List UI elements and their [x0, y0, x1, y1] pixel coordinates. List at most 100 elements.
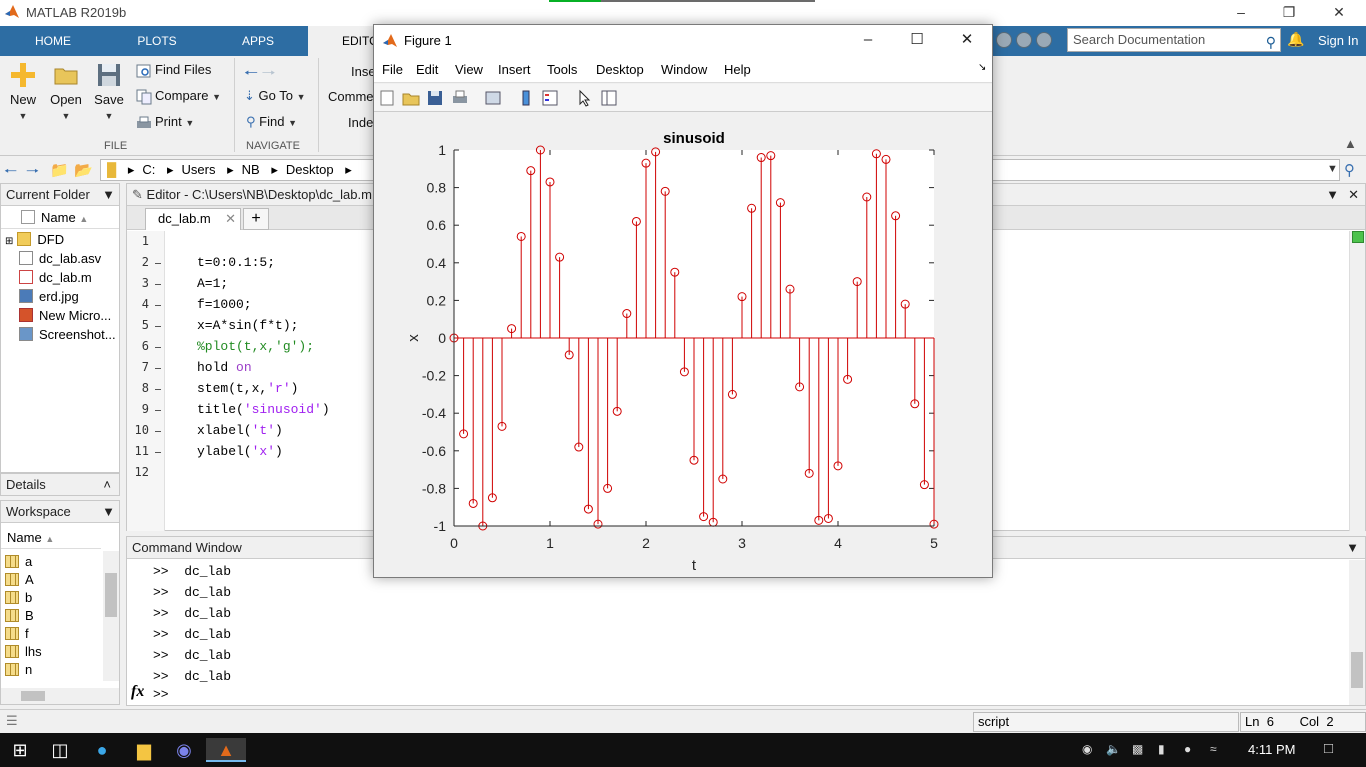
- panel-options-icon[interactable]: ▼: [102, 187, 115, 202]
- list-item[interactable]: f: [5, 626, 29, 641]
- figure-minimize-button[interactable]: –: [863, 31, 873, 48]
- menu-help[interactable]: Help: [724, 62, 751, 77]
- collapse-icon[interactable]: ˄: [103, 477, 111, 492]
- new-button[interactable]: New ▼: [6, 62, 40, 122]
- search-folder-icon[interactable]: ⚲: [1344, 162, 1355, 179]
- task-view-icon[interactable]: ◫: [51, 740, 69, 760]
- save-figure-icon[interactable]: [426, 89, 444, 107]
- workspace-header[interactable]: Name ▲: [1, 527, 101, 549]
- new-figure-icon[interactable]: [378, 89, 396, 107]
- go-to-button[interactable]: ⇣ Go To ▼: [244, 88, 306, 103]
- list-item[interactable]: lhs: [5, 644, 42, 659]
- expand-icon[interactable]: ⊞: [5, 236, 14, 247]
- code-line[interactable]: stem(t,x,'r'): [197, 381, 298, 396]
- tab-dc-lab[interactable]: dc_lab.m ✕: [145, 208, 241, 230]
- clock[interactable]: 4:11 PM: [1248, 742, 1296, 757]
- list-item[interactable]: dc_lab.asv: [19, 251, 101, 266]
- sign-in-link[interactable]: Sign In: [1318, 33, 1359, 48]
- figure-plot-area[interactable]: 1 0.8 0.6 0.4 0.2 0 -0.2 -0.4 -0.6 -0.8 -1 0 1 2 3 4 5 si…: [374, 113, 992, 577]
- close-panel-icon[interactable]: ✕: [1348, 187, 1359, 202]
- forward-arrow-icon[interactable]: 🠒: [261, 65, 276, 82]
- code-line[interactable]: title('sinusoid'): [197, 402, 330, 417]
- workspace-hscrollbar[interactable]: [1, 688, 119, 704]
- collapse-ribbon-icon[interactable]: ▲: [1344, 136, 1357, 151]
- breakpoint-marker[interactable]: [155, 263, 161, 264]
- workspace-scrollbar[interactable]: [103, 551, 119, 681]
- panel-options-icon[interactable]: ▼: [1326, 187, 1339, 202]
- path-segment[interactable]: NB: [241, 162, 260, 177]
- print-button[interactable]: Print ▼: [136, 114, 194, 131]
- action-center-icon[interactable]: □: [1324, 740, 1334, 757]
- list-item[interactable]: ⊞ DFD: [5, 232, 65, 247]
- code-line[interactable]: xlabel('t'): [197, 423, 283, 438]
- breakpoint-marker[interactable]: [155, 284, 161, 285]
- editor-scrollbar[interactable]: [1349, 231, 1365, 531]
- open-file-icon[interactable]: [402, 89, 420, 107]
- panel-options-icon[interactable]: ▼: [1346, 540, 1359, 555]
- compare-button[interactable]: Compare ▼: [136, 88, 221, 105]
- microphone-icon[interactable]: ●: [1184, 742, 1192, 756]
- legend-icon[interactable]: [541, 89, 559, 107]
- wifi-icon[interactable]: ≈: [1210, 742, 1217, 756]
- browse-folder-icon[interactable]: 📂: [74, 162, 93, 179]
- tab-editor[interactable]: EDITOR: [308, 26, 387, 56]
- list-item[interactable]: erd.jpg: [19, 289, 79, 304]
- new-tab-button[interactable]: +: [243, 208, 269, 230]
- find-files-button[interactable]: Find Files: [136, 62, 211, 79]
- path-segment[interactable]: C:: [142, 162, 156, 177]
- network-icon[interactable]: ▩: [1132, 742, 1144, 756]
- property-inspector-icon[interactable]: [600, 89, 618, 107]
- menu-insert[interactable]: Insert: [498, 62, 531, 77]
- volume-icon[interactable]: 🔈: [1106, 742, 1121, 756]
- command-scrollbar[interactable]: [1349, 560, 1365, 705]
- breakpoint-marker[interactable]: [155, 431, 161, 432]
- breakpoint-marker[interactable]: [155, 305, 161, 306]
- indent-button[interactable]: Inde: [348, 115, 374, 130]
- dock-arrow-icon[interactable]: ↘: [978, 62, 987, 73]
- save-button[interactable]: Save ▼: [92, 62, 126, 122]
- search-documentation-input[interactable]: Search Documentation ⚲: [1067, 28, 1281, 52]
- teams-icon[interactable]: ◉: [176, 740, 192, 760]
- menu-window[interactable]: Window: [661, 62, 708, 77]
- list-item[interactable]: A: [5, 572, 34, 587]
- find-button[interactable]: ⚲ Find ▼: [246, 114, 297, 129]
- figure-close-button[interactable]: ✕: [960, 31, 974, 48]
- menu-edit[interactable]: Edit: [416, 62, 439, 77]
- comment-button[interactable]: Comme: [328, 89, 374, 104]
- close-tab-icon[interactable]: ✕: [225, 211, 236, 226]
- list-item[interactable]: B: [5, 608, 34, 623]
- menu-file[interactable]: File: [382, 62, 403, 77]
- list-item[interactable]: n: [5, 662, 32, 677]
- tab-home[interactable]: HOME: [35, 34, 71, 48]
- code-line[interactable]: A=1;: [197, 276, 229, 291]
- menu-desktop[interactable]: Desktop: [596, 62, 644, 77]
- code-line[interactable]: %plot(t,x,'g');: [197, 339, 315, 354]
- list-item[interactable]: dc_lab.m: [19, 270, 92, 285]
- up-folder-icon[interactable]: 📁: [50, 162, 69, 179]
- panel-options-icon[interactable]: ▼: [102, 504, 115, 519]
- stem-chart[interactable]: 10.80.60.40.20-0.2-0.4-0.6-0.8-10 1 2 3 4 5si…: [374, 113, 992, 577]
- open-button[interactable]: Open ▼: [48, 62, 84, 122]
- path-segment[interactable]: Users: [181, 162, 216, 177]
- menu-view[interactable]: View: [455, 62, 483, 77]
- edge-browser-icon[interactable]: ●: [96, 740, 108, 760]
- command-prompt-input[interactable]: >>: [153, 687, 169, 702]
- breakpoint-marker[interactable]: [155, 452, 161, 453]
- insert-button[interactable]: Inse: [351, 64, 376, 79]
- maximize-button[interactable]: ❐: [1282, 4, 1296, 20]
- help-icon[interactable]: [1016, 32, 1032, 48]
- code-line[interactable]: ylabel('x'): [197, 444, 283, 459]
- current-folder-header[interactable]: Name ▲: [1, 207, 119, 229]
- file-explorer-icon[interactable]: ▆: [137, 740, 151, 760]
- link-plot-icon[interactable]: [484, 89, 502, 107]
- notification-bell-icon[interactable]: 🔔: [1287, 31, 1305, 47]
- details-panel-header[interactable]: Details ˄: [0, 473, 120, 496]
- breakpoint-marker[interactable]: [155, 389, 161, 390]
- figure-maximize-button[interactable]: ☐: [910, 31, 924, 48]
- back-forward-buttons[interactable]: 🠐 🠒: [244, 62, 276, 89]
- tab-apps[interactable]: APPS: [241, 34, 274, 48]
- options-icon[interactable]: [1036, 32, 1052, 48]
- matlab-taskbar-icon[interactable]: ▲: [206, 738, 246, 762]
- breakpoint-marker[interactable]: [155, 347, 161, 348]
- code-line[interactable]: t=0:0.1:5;: [197, 255, 276, 270]
